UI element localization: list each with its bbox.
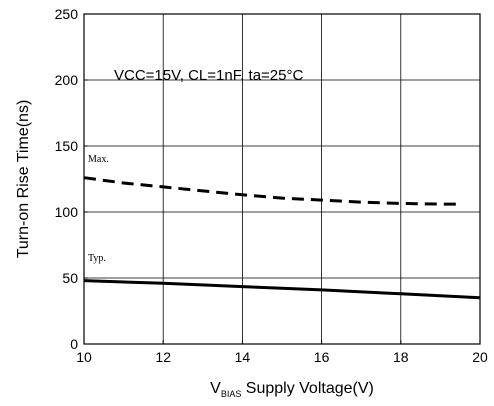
x-axis-title-subscript: BIAS bbox=[221, 389, 242, 399]
series-label-typ: Typ. bbox=[88, 253, 106, 264]
x-tick-label: 16 bbox=[314, 349, 330, 365]
plot-frame bbox=[83, 13, 481, 345]
y-tick-label: 50 bbox=[62, 270, 78, 286]
y-tick-label: 100 bbox=[55, 204, 79, 220]
y-tick-label: 200 bbox=[55, 72, 79, 88]
y-tick-labels: 0 50 100 150 200 250 bbox=[55, 6, 79, 352]
series-layer bbox=[83, 176, 481, 300]
y-tick-label: 150 bbox=[55, 138, 79, 154]
x-axis-title-rest: Supply Voltage(V) bbox=[241, 380, 374, 397]
series-line-max bbox=[83, 176, 461, 206]
x-tick-label: 14 bbox=[235, 349, 251, 365]
x-tick-labels: 10 12 14 16 18 20 bbox=[76, 349, 488, 365]
x-tick-label: 18 bbox=[393, 349, 409, 365]
series-line-typ bbox=[83, 279, 481, 300]
x-tick-label: 12 bbox=[155, 349, 171, 365]
y-axis-title: Turn-on Rise Time(ns) bbox=[15, 100, 32, 259]
series-label-max: Max. bbox=[88, 154, 109, 165]
x-tick-label: 20 bbox=[472, 349, 488, 365]
x-axis-title: VBIAS Supply Voltage(V) bbox=[210, 380, 374, 399]
x-tick-label: 10 bbox=[76, 349, 92, 365]
y-tick-label: 0 bbox=[70, 336, 78, 352]
y-tick-label: 250 bbox=[55, 6, 79, 22]
x-axis-title-prefix: V bbox=[210, 380, 221, 397]
annotation: VCC=15V, CL=1nF, ta=25°C bbox=[114, 67, 303, 84]
